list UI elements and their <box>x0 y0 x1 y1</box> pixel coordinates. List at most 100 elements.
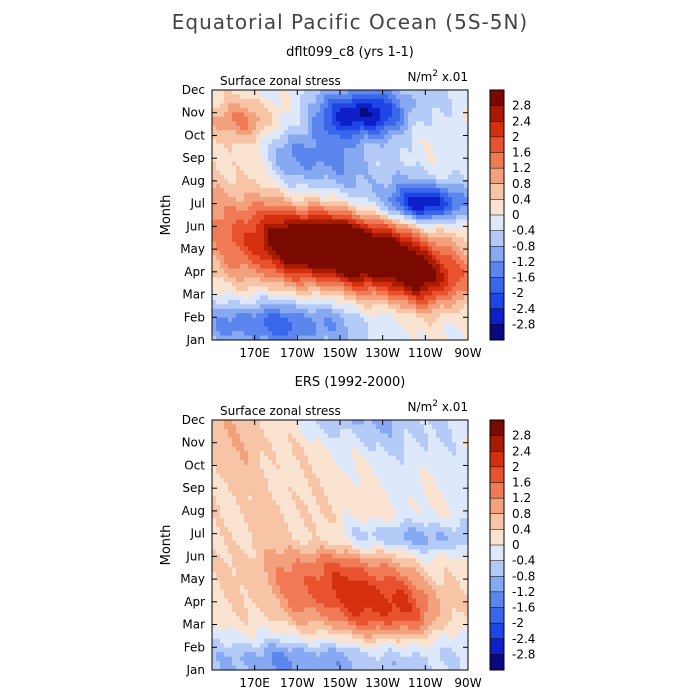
heatmap-cell <box>452 210 457 216</box>
heatmap-cell <box>424 495 429 501</box>
heatmap-cell <box>252 241 257 247</box>
heatmap-cell <box>324 290 329 296</box>
heatmap-cell <box>320 495 325 501</box>
heatmap-cell <box>404 170 409 176</box>
heatmap-cell <box>440 161 445 167</box>
heatmap-cell <box>420 437 425 443</box>
heatmap-cell <box>212 509 217 515</box>
heatmap-cell <box>392 237 397 243</box>
heatmap-cell <box>212 264 217 269</box>
heatmap-cell <box>268 179 273 185</box>
heatmap-cell <box>412 299 417 305</box>
heatmap-cell <box>220 130 225 136</box>
heatmap-cell <box>344 442 349 448</box>
heatmap-cell <box>216 491 221 497</box>
heatmap-cell <box>300 112 305 118</box>
heatmap-cell <box>296 442 301 448</box>
heatmap-cell <box>244 174 249 180</box>
heatmap-cell <box>236 148 241 153</box>
heatmap-cell <box>248 277 253 283</box>
heatmap-cell <box>304 143 309 149</box>
heatmap-cell <box>376 308 381 314</box>
heatmap-cell <box>244 273 249 278</box>
heatmap-cell <box>420 264 425 269</box>
heatmap-cell <box>432 90 437 95</box>
heatmap-cell <box>388 116 393 122</box>
heatmap-cell <box>328 299 333 305</box>
heatmap-cell <box>372 197 377 202</box>
heatmap-cell <box>408 107 413 113</box>
heatmap-cell <box>324 130 329 136</box>
heatmap-cell <box>324 299 329 305</box>
heatmap-cell <box>404 215 409 220</box>
heatmap-cell <box>448 290 453 296</box>
heatmap-cell <box>288 237 293 243</box>
heatmap-cell <box>448 268 453 274</box>
heatmap-cell <box>324 174 329 180</box>
heatmap-cell <box>356 103 361 109</box>
heatmap-cell <box>388 295 393 301</box>
heatmap-cell <box>452 420 457 425</box>
heatmap-cell <box>448 428 453 434</box>
heatmap-cell <box>224 442 229 448</box>
heatmap-cell <box>276 304 281 310</box>
heatmap-cell <box>400 206 405 211</box>
heatmap-cell <box>444 424 449 430</box>
heatmap-cell <box>460 174 465 180</box>
heatmap-cell <box>460 478 465 483</box>
heatmap-cell <box>328 469 333 474</box>
heatmap-cell <box>384 223 389 229</box>
heatmap-cell <box>228 268 233 274</box>
heatmap-cell <box>272 268 277 274</box>
heatmap-cell <box>456 290 461 296</box>
heatmap-cell <box>300 161 305 167</box>
heatmap-cell <box>328 161 333 167</box>
heatmap-cell <box>388 317 393 323</box>
heatmap-cell <box>332 451 337 457</box>
heatmap-cell <box>220 143 225 149</box>
heatmap-cell <box>420 206 425 211</box>
heatmap-cell <box>404 273 409 278</box>
heatmap-cell <box>284 273 289 278</box>
heatmap-cell <box>464 94 469 100</box>
heatmap-cell <box>248 460 253 466</box>
heatmap-cell <box>332 219 337 225</box>
heatmap-cell <box>464 165 469 171</box>
heatmap-cell <box>320 264 325 269</box>
heatmap-cell <box>312 433 317 439</box>
heatmap-cell <box>452 103 457 109</box>
heatmap-cell <box>392 165 397 171</box>
heatmap-cell <box>216 464 221 470</box>
heatmap-cell <box>296 179 301 185</box>
heatmap-cell <box>452 215 457 220</box>
heatmap-cell <box>280 183 285 189</box>
heatmap-cell <box>296 420 301 425</box>
heatmap-cell <box>388 455 393 461</box>
heatmap-cell <box>268 424 273 430</box>
heatmap-cell <box>460 246 465 252</box>
heatmap-cell <box>284 121 289 127</box>
heatmap-cell <box>392 277 397 283</box>
heatmap-cell <box>400 201 405 207</box>
heatmap-cell <box>280 152 285 158</box>
heatmap-cell <box>424 299 429 305</box>
heatmap-cell <box>464 451 469 457</box>
heatmap-cell <box>320 304 325 310</box>
heatmap-cell <box>364 116 369 122</box>
heatmap-cell <box>336 206 341 211</box>
heatmap-cell <box>408 192 413 198</box>
heatmap-cell <box>244 322 249 327</box>
heatmap-cell <box>392 228 397 234</box>
heatmap-cell <box>388 308 393 314</box>
heatmap-cell <box>272 281 277 287</box>
heatmap-cell <box>440 219 445 225</box>
heatmap-cell <box>244 148 249 153</box>
heatmap-cell <box>416 219 421 225</box>
heatmap-cell <box>252 264 257 269</box>
heatmap-cell <box>412 495 417 501</box>
heatmap-cell <box>336 232 341 238</box>
heatmap-cell <box>228 317 233 323</box>
heatmap-cell <box>216 219 221 225</box>
heatmap-cell <box>292 304 297 310</box>
heatmap-cell <box>240 223 245 229</box>
